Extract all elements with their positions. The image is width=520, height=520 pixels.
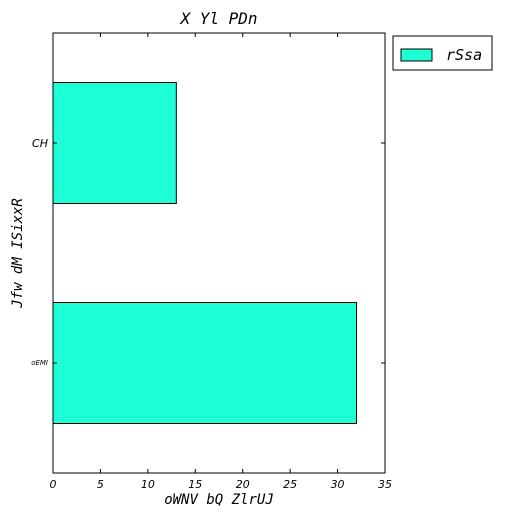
x-tick-label: 25	[283, 478, 297, 491]
legend-label: rSsa	[446, 46, 482, 64]
x-tick-label: 30	[331, 478, 345, 491]
x-tick-label: 0	[50, 478, 57, 491]
x-axis-label: oWNV bQ ZlrUJ	[164, 492, 274, 508]
x-tick-label: 20	[236, 478, 250, 491]
plot-frame	[52, 32, 386, 474]
y-axis-label: Jfw dM ISixxR	[10, 198, 26, 309]
legend: rSsa	[392, 35, 493, 71]
y-tick-label: oEMI	[31, 359, 48, 367]
x-tick-label: 10	[141, 478, 155, 491]
bar-ch	[52, 82, 177, 204]
x-axis-ticks: 0 5 10 15 20 25 30 35	[50, 33, 392, 491]
x-tick-label: 5	[97, 478, 104, 491]
bars-layer	[52, 82, 358, 424]
x-tick-label: 35	[378, 478, 392, 491]
y-axis-ticks: CH oEMI	[31, 137, 385, 367]
legend-swatch	[400, 48, 433, 62]
bar-oemi	[52, 302, 358, 424]
x-tick-label: 15	[188, 478, 202, 491]
y-tick-label: CH	[32, 137, 48, 150]
chart-title: X Yl PDn	[179, 9, 257, 28]
